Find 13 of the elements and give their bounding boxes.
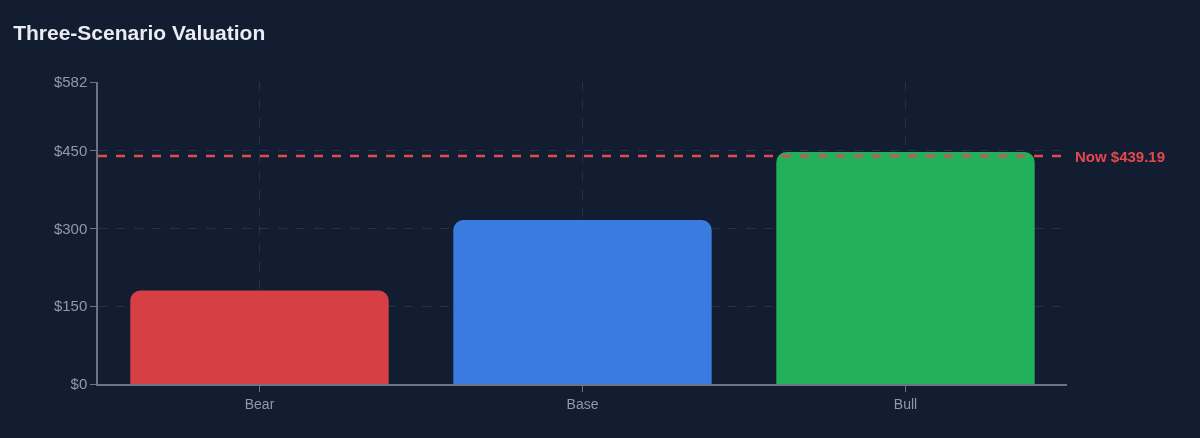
bar bbox=[776, 152, 1035, 384]
chart-title: Three-Scenario Valuation bbox=[13, 21, 266, 45]
y-tick-label: $582 bbox=[53, 73, 88, 91]
x-tick-label: Base bbox=[566, 395, 599, 412]
y-tick-label: $150 bbox=[53, 297, 88, 315]
x-tick-label: Bull bbox=[893, 395, 918, 412]
ref-line-label: Now $439.19 bbox=[1075, 148, 1166, 165]
bar bbox=[453, 220, 712, 384]
x-tick-label: Bear bbox=[244, 395, 275, 412]
y-tick-label: $0 bbox=[70, 375, 88, 393]
bar bbox=[130, 290, 389, 384]
y-tick-label: $300 bbox=[53, 219, 88, 237]
y-tick-label: $450 bbox=[53, 141, 88, 159]
